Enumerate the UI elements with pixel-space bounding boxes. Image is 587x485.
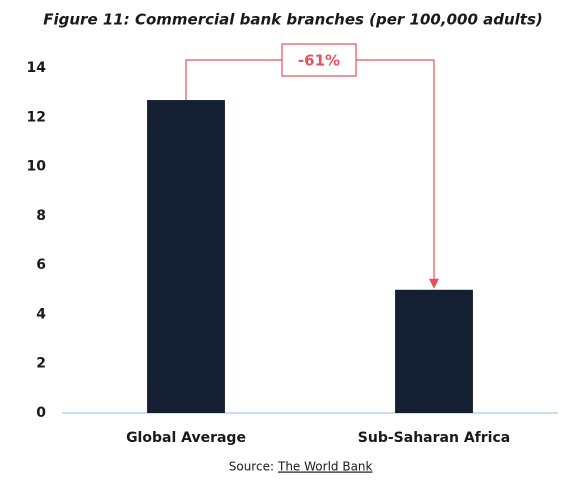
annotation-line <box>185 59 282 101</box>
chart-title: Figure 11: Commercial bank branches (per… <box>43 11 542 29</box>
annotation-line <box>356 59 435 280</box>
y-tick-label: 2 <box>36 356 46 372</box>
y-tick-label: 6 <box>36 257 46 273</box>
y-tick-label: 0 <box>36 405 46 421</box>
y-tick-label: 12 <box>27 109 46 125</box>
y-tick-label: 10 <box>27 159 47 175</box>
arrow-head <box>429 278 439 289</box>
annotation-label: -61% <box>298 52 340 70</box>
annotation-box <box>281 43 357 77</box>
bar <box>395 289 473 413</box>
y-tick-label: 8 <box>36 208 46 224</box>
bar <box>147 100 225 414</box>
x-tick-label: Sub-Saharan Africa <box>358 430 510 446</box>
x-tick-label: Global Average <box>126 430 246 446</box>
y-tick-label: 4 <box>36 306 46 322</box>
source-link[interactable]: The World Bank <box>277 460 373 474</box>
source-label: Source: <box>229 460 274 474</box>
y-tick-label: 14 <box>27 60 47 76</box>
